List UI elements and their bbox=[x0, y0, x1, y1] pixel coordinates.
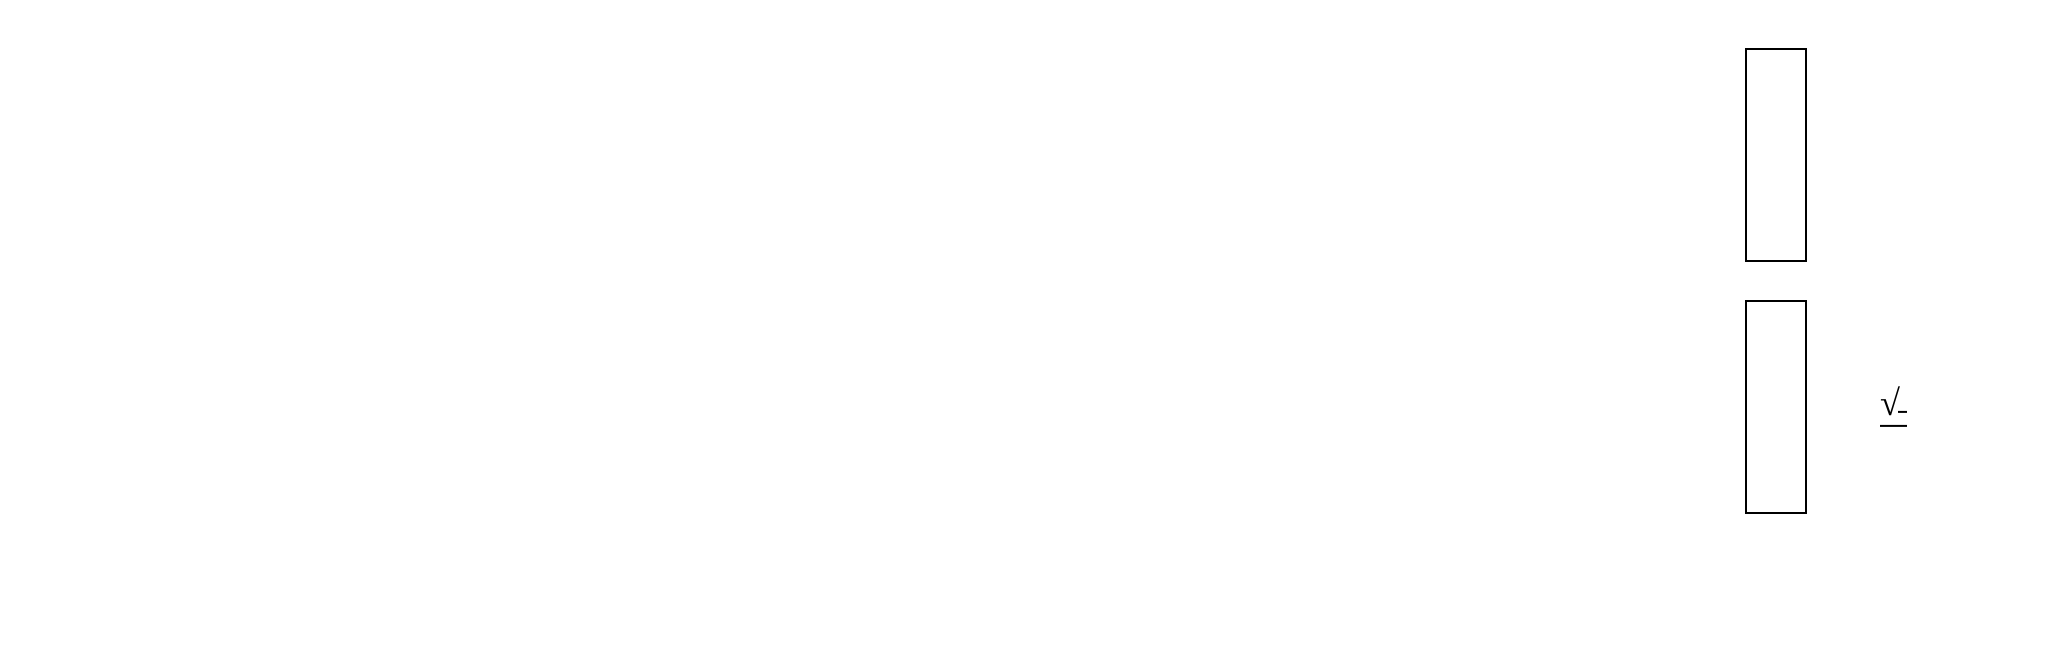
fraction-rule bbox=[1880, 425, 1907, 428]
colorbar-velocity-bands bbox=[1745, 48, 1807, 262]
colorbar-velocity bbox=[1745, 48, 1807, 262]
radicand bbox=[1897, 410, 1907, 419]
contour-canvas-f bbox=[1215, 300, 1720, 514]
panel-a bbox=[155, 48, 660, 262]
colorbar-turbulence-label: √ bbox=[1880, 385, 1917, 429]
y-axis-label-top bbox=[36, 151, 69, 158]
x-axis-label-1 bbox=[403, 556, 410, 589]
colorbar-turbulence bbox=[1745, 300, 1807, 514]
panel-b bbox=[685, 48, 1190, 262]
colorbar-velocity-label bbox=[1888, 152, 1898, 158]
contour-canvas-a bbox=[155, 48, 660, 262]
contour-canvas-e bbox=[685, 300, 1190, 514]
x-axis-label-3 bbox=[1463, 556, 1470, 589]
contour-canvas-b bbox=[685, 48, 1190, 262]
x-axis-label-2 bbox=[933, 556, 940, 589]
contour-canvas-c bbox=[1215, 48, 1720, 262]
contour-canvas-d bbox=[155, 300, 660, 514]
colorbar-turbulence-bands bbox=[1745, 300, 1807, 514]
fraction-numerator: √ bbox=[1880, 385, 1907, 423]
sqrt-icon: √ bbox=[1880, 382, 1900, 423]
turbulence-fraction: √ bbox=[1880, 385, 1907, 429]
panel-d bbox=[155, 300, 660, 514]
panel-e bbox=[685, 300, 1190, 514]
panel-c bbox=[1215, 48, 1720, 262]
panel-f bbox=[1215, 300, 1720, 514]
y-axis-label-bottom bbox=[36, 403, 69, 410]
